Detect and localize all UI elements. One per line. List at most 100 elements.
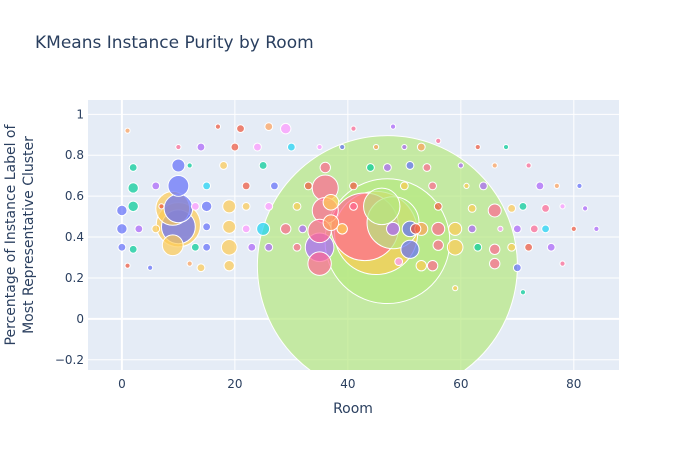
data-bubble[interactable]	[394, 257, 404, 266]
data-bubble[interactable]	[433, 201, 443, 211]
data-bubble[interactable]	[582, 205, 589, 212]
data-bubble[interactable]	[163, 193, 194, 224]
data-bubble[interactable]	[559, 260, 566, 267]
data-bubble[interactable]	[256, 221, 271, 236]
data-bubble[interactable]	[502, 143, 510, 151]
data-bubble[interactable]	[559, 203, 566, 210]
data-bubble[interactable]	[576, 182, 583, 190]
data-bubble[interactable]	[200, 200, 213, 213]
data-bubble[interactable]	[147, 264, 154, 271]
data-bubble[interactable]	[230, 142, 240, 152]
data-bubble[interactable]	[339, 143, 346, 151]
data-bubble[interactable]	[593, 225, 600, 232]
data-bubble[interactable]	[202, 242, 212, 252]
data-bubble[interactable]	[336, 223, 348, 235]
data-bubble[interactable]	[134, 224, 144, 234]
data-bubble[interactable]	[158, 203, 165, 210]
data-bubble[interactable]	[171, 158, 186, 173]
data-bubble[interactable]	[507, 204, 517, 213]
data-bubble[interactable]	[222, 199, 237, 214]
data-bubble[interactable]	[214, 123, 222, 130]
data-bubble[interactable]	[541, 204, 550, 213]
data-bubble[interactable]	[541, 224, 550, 234]
data-bubble[interactable]	[241, 181, 251, 191]
data-bubble[interactable]	[416, 142, 426, 152]
data-bubble[interactable]	[222, 219, 237, 234]
data-bubble[interactable]	[435, 137, 442, 145]
data-bubble[interactable]	[161, 234, 184, 257]
data-bubble[interactable]	[553, 182, 560, 190]
data-bubble[interactable]	[128, 244, 138, 254]
data-bubble[interactable]	[202, 181, 212, 191]
data-bubble[interactable]	[264, 242, 274, 252]
data-bubble[interactable]	[512, 263, 522, 273]
data-bubble[interactable]	[307, 251, 332, 276]
data-bubble[interactable]	[546, 242, 556, 252]
data-bubble[interactable]	[366, 163, 375, 172]
data-bubble[interactable]	[241, 224, 251, 234]
data-bubble[interactable]	[489, 257, 501, 270]
data-bubble[interactable]	[298, 224, 308, 234]
data-bubble[interactable]	[258, 161, 268, 170]
data-bubble[interactable]	[457, 162, 464, 169]
data-bubble[interactable]	[116, 223, 128, 235]
data-bubble[interactable]	[399, 181, 409, 191]
data-bubble[interactable]	[529, 224, 539, 234]
data-bubble[interactable]	[463, 182, 470, 190]
data-bubble[interactable]	[175, 143, 182, 151]
data-bubble[interactable]	[431, 221, 446, 236]
data-bubble[interactable]	[196, 263, 206, 273]
data-bubble[interactable]	[491, 162, 498, 169]
data-bubble[interactable]	[316, 143, 323, 151]
data-bubble[interactable]	[525, 162, 532, 169]
data-bubble[interactable]	[186, 162, 193, 169]
data-bubble[interactable]	[223, 259, 235, 272]
data-bubble[interactable]	[426, 259, 439, 272]
data-bubble[interactable]	[382, 163, 392, 172]
data-bubble[interactable]	[350, 125, 357, 132]
data-bubble[interactable]	[280, 122, 292, 135]
data-bubble[interactable]	[124, 127, 131, 134]
data-bubble[interactable]	[220, 238, 238, 256]
data-bubble[interactable]	[428, 181, 437, 191]
data-bubble[interactable]	[349, 181, 358, 191]
data-bubble[interactable]	[190, 242, 200, 252]
data-bubble[interactable]	[127, 200, 139, 213]
data-bubble[interactable]	[422, 163, 432, 172]
data-bubble[interactable]	[264, 201, 274, 211]
data-bubble[interactable]	[186, 260, 193, 267]
data-bubble[interactable]	[519, 289, 527, 296]
data-bubble[interactable]	[167, 175, 190, 197]
data-bubble[interactable]	[524, 242, 534, 252]
data-bubble[interactable]	[409, 223, 422, 235]
data-bubble[interactable]	[196, 142, 206, 152]
data-bubble[interactable]	[236, 124, 245, 134]
data-bubble[interactable]	[116, 204, 128, 217]
data-bubble[interactable]	[372, 143, 380, 151]
data-bubble[interactable]	[322, 193, 340, 211]
data-bubble[interactable]	[264, 122, 274, 131]
data-bubble[interactable]	[292, 242, 302, 252]
data-bubble[interactable]	[319, 161, 331, 174]
data-bubble[interactable]	[518, 201, 528, 211]
data-bubble[interactable]	[286, 142, 296, 152]
data-bubble[interactable]	[432, 239, 444, 251]
data-bubble[interactable]	[292, 201, 302, 211]
data-bubble[interactable]	[128, 163, 138, 172]
data-bubble[interactable]	[151, 181, 161, 191]
data-bubble[interactable]	[467, 224, 477, 234]
data-bubble[interactable]	[512, 224, 522, 234]
data-bubble[interactable]	[389, 123, 397, 130]
data-bubble[interactable]	[124, 262, 131, 269]
data-bubble[interactable]	[270, 181, 279, 191]
data-bubble[interactable]	[400, 239, 420, 259]
data-bubble[interactable]	[401, 143, 408, 151]
data-bubble[interactable]	[386, 221, 401, 236]
data-bubble[interactable]	[202, 222, 212, 232]
data-bubble[interactable]	[247, 242, 257, 252]
data-bubble[interactable]	[349, 201, 358, 211]
data-bubble[interactable]	[117, 242, 127, 252]
data-bubble[interactable]	[415, 259, 427, 272]
data-bubble[interactable]	[253, 142, 262, 152]
data-bubble[interactable]	[497, 225, 504, 232]
